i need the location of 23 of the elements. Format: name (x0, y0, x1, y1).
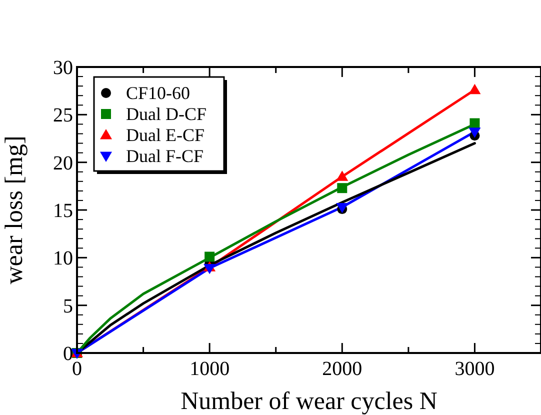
legend-label: Dual F-CF (126, 146, 204, 166)
legend-label: Dual D-CF (126, 104, 206, 124)
point (468, 128, 481, 138)
y-tick-label: 15 (53, 200, 73, 222)
y-tick-label: 25 (53, 104, 73, 127)
point (470, 118, 480, 128)
y-tick-label: 5 (63, 295, 73, 318)
point (468, 84, 481, 94)
y-tick-label: 10 (53, 248, 73, 270)
y-tick-label: 30 (53, 57, 73, 79)
y-axis-title: wear loss [mg] (1, 136, 28, 284)
point (337, 183, 348, 194)
x-tick-label: 2000 (322, 358, 362, 380)
legend-label: CF10-60 (126, 83, 190, 103)
x-tick-label: 3000 (454, 358, 495, 380)
x-axis-title: Number of wear cycles N (180, 388, 438, 415)
y-tick-label: 0 (63, 343, 73, 365)
y-tick-label: 20 (53, 152, 73, 174)
point (336, 170, 348, 181)
point (204, 252, 215, 262)
x-tick-label: 1000 (190, 358, 230, 380)
point (204, 264, 216, 274)
legend-label: Dual E-CF (126, 125, 204, 145)
